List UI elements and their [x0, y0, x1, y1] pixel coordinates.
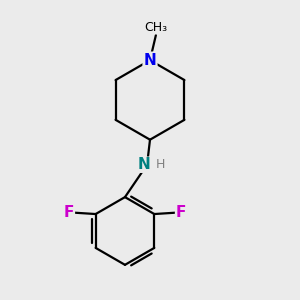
Text: N: N: [144, 53, 156, 68]
Text: F: F: [64, 205, 74, 220]
Text: F: F: [176, 205, 186, 220]
Text: H: H: [156, 158, 165, 171]
Text: N: N: [138, 157, 151, 172]
Text: CH₃: CH₃: [144, 21, 167, 34]
